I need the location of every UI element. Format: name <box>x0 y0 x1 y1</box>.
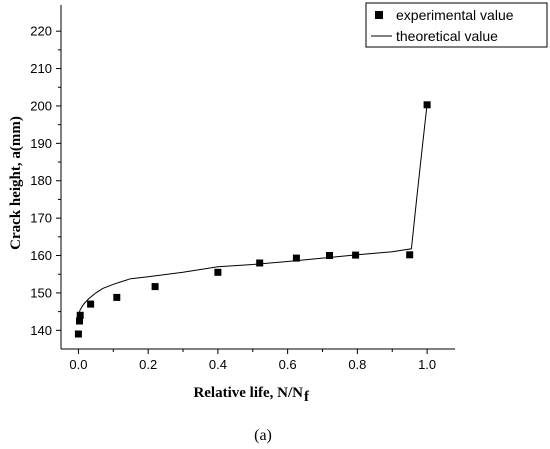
x-axis-title: Relative life, N/N <box>193 385 303 401</box>
y-tick-label: 160 <box>30 248 52 263</box>
theoretical-value-line <box>77 104 428 316</box>
y-tick-label: 220 <box>30 24 52 39</box>
legend-label-theoretical: theoretical value <box>396 28 498 44</box>
legend-marker-experimental <box>375 11 383 19</box>
experimental-value-point <box>87 300 95 308</box>
x-tick-label: 0.2 <box>139 357 157 372</box>
figure-caption: (a) <box>254 427 272 444</box>
x-axis-title-subscript: f <box>304 389 310 405</box>
y-tick-label: 210 <box>30 61 52 76</box>
experimental-value-point <box>214 268 222 276</box>
y-tick-label: 150 <box>30 285 52 300</box>
x-tick-label: 0.8 <box>348 357 366 372</box>
experimental-value-point <box>406 251 414 259</box>
axes: 0.0 0.2 0.4 0.6 0.8 1.0 140 150 160 170 180 190 200 2… <box>30 5 455 372</box>
y-axis-title: Crack height, a(mm) <box>8 116 24 250</box>
experimental-value-point <box>352 251 360 259</box>
experimental-value-point <box>292 254 300 262</box>
y-tick-label: 200 <box>30 98 52 113</box>
legend-label-experimental: experimental value <box>396 7 514 23</box>
legend: experimental value theoretical value <box>365 2 548 48</box>
y-tick-label: 180 <box>30 173 52 188</box>
experimental-value-point <box>74 330 82 338</box>
experimental-value-point <box>113 293 121 301</box>
legend-box <box>365 2 548 48</box>
y-tick-label: 190 <box>30 136 52 151</box>
experimental-value-point <box>326 252 333 259</box>
experimental-value-point <box>76 317 83 325</box>
experimental-value-point <box>423 101 431 109</box>
x-tick-label: 0.0 <box>69 357 87 372</box>
x-tick-label: 0.6 <box>279 357 297 372</box>
y-tick-label: 170 <box>30 211 52 226</box>
x-tick-label: 1.0 <box>418 357 436 372</box>
experimental-value-point <box>151 283 159 291</box>
experimental-value-point <box>76 311 84 319</box>
experimental-value-point <box>256 259 264 267</box>
x-tick-label: 0.4 <box>209 357 227 372</box>
y-tick-label: 140 <box>30 323 52 338</box>
plot-area <box>74 101 431 338</box>
